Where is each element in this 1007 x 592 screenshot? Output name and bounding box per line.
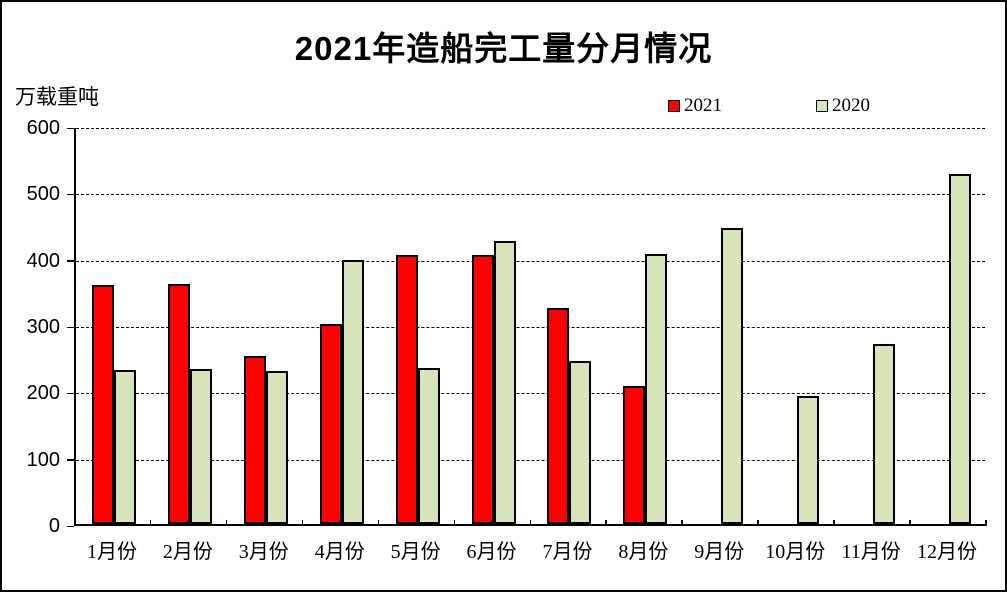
x-axis-tick-0 <box>74 520 76 526</box>
gridline-300 <box>76 327 985 328</box>
bar-2020-5月份 <box>417 368 440 524</box>
gridline-100 <box>76 459 985 461</box>
bar-2020-12月份 <box>949 173 972 524</box>
bar-2020-2月份 <box>189 369 212 524</box>
x-axis-tick-10 <box>833 520 835 526</box>
y-axis-unit-label: 万载重吨 <box>15 86 99 109</box>
x-axis-label-6月份: 6月份 <box>466 541 517 563</box>
x-axis-label-10月份: 10月份 <box>765 541 826 563</box>
y-axis-tick-100 <box>67 459 74 461</box>
y-axis-label-200: 200 <box>26 382 60 405</box>
y-axis-label-300: 300 <box>26 316 60 338</box>
x-axis-tick-8 <box>681 520 683 526</box>
y-axis-label-0: 0 <box>48 515 60 537</box>
y-axis-label-500: 500 <box>26 183 60 206</box>
x-axis-label-5月份: 5月份 <box>390 541 441 563</box>
bar-2021-7月份 <box>547 308 570 524</box>
bar-2021-6月份 <box>471 255 494 524</box>
bar-2021-1月份 <box>91 285 114 524</box>
gridline-200 <box>76 393 985 395</box>
y-axis-label-400: 400 <box>26 249 60 272</box>
x-axis-tick-9 <box>757 520 759 526</box>
bar-2021-4月份 <box>319 323 342 524</box>
y-axis-tick-600 <box>67 127 74 129</box>
x-axis-label-12月份: 12月份 <box>917 541 978 563</box>
legend-item-2020: 2020 <box>816 95 870 117</box>
y-axis-label-100: 100 <box>26 448 60 471</box>
y-axis-label-600: 600 <box>26 117 60 139</box>
bar-2020-3月份 <box>265 370 288 524</box>
x-axis-label-7月份: 7月份 <box>542 541 593 563</box>
gridline-400 <box>76 260 985 262</box>
x-axis-tick-1 <box>149 520 152 526</box>
x-axis-tick-12 <box>985 520 987 526</box>
bar-2021-8月份 <box>623 386 646 524</box>
legend-swatch-2021 <box>668 100 680 112</box>
bar-2020-11月份 <box>873 343 896 524</box>
legend-swatch-2020 <box>816 100 828 112</box>
x-axis-label-3月份: 3月份 <box>238 541 289 563</box>
legend-item-2021: 2021 <box>668 95 722 117</box>
bar-2020-1月份 <box>113 370 136 524</box>
x-axis-tick-4 <box>377 520 380 526</box>
bar-2020-10月份 <box>797 395 820 524</box>
x-axis-label-9月份: 9月份 <box>694 541 745 563</box>
y-axis-tick-200 <box>67 392 74 395</box>
x-axis-tick-11 <box>909 520 911 526</box>
chart-title: 2021年造船完工量分月情况 <box>294 30 713 67</box>
x-axis-tick-5 <box>453 520 456 526</box>
x-axis-tick-3 <box>301 520 304 526</box>
gridline-500 <box>76 194 985 196</box>
bar-2020-6月份 <box>493 241 516 524</box>
y-axis-tick-400 <box>67 260 74 262</box>
x-axis-tick-6 <box>529 520 531 526</box>
x-axis-label-11月份: 11月份 <box>841 541 901 563</box>
bar-2021-3月份 <box>243 355 266 524</box>
bar-2020-7月份 <box>569 361 592 524</box>
bar-2021-5月份 <box>395 255 418 524</box>
legend-label-2021: 2021 <box>684 95 722 116</box>
x-axis-tick-2 <box>225 520 228 526</box>
plot-area <box>74 128 985 526</box>
x-axis-tick-7 <box>605 520 607 526</box>
x-axis-label-2月份: 2月份 <box>162 541 213 563</box>
y-axis-tick-500 <box>67 193 74 196</box>
bar-2021-2月份 <box>167 283 190 524</box>
y-axis-tick-0 <box>67 525 74 527</box>
gridline-600 <box>76 128 985 129</box>
bar-2020-8月份 <box>645 254 668 524</box>
bar-2020-4月份 <box>341 260 364 524</box>
y-axis-tick-300 <box>67 326 74 328</box>
legend-label-2020: 2020 <box>832 95 870 116</box>
x-axis-label-4月份: 4月份 <box>314 541 365 563</box>
bar-2020-9月份 <box>721 228 744 524</box>
x-axis-label-1月份: 1月份 <box>86 541 137 563</box>
x-axis-label-8月份: 8月份 <box>618 541 669 563</box>
